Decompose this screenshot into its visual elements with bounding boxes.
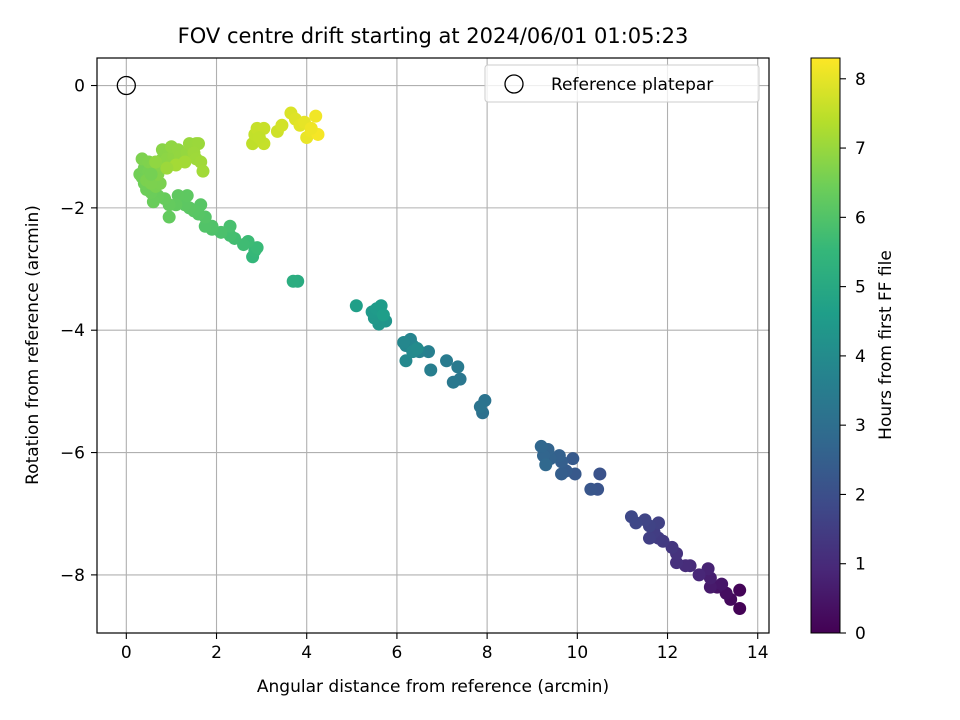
colorbar-tick-label: 8 — [855, 70, 866, 90]
colorbar-tick-label: 6 — [855, 208, 866, 228]
scatter-point — [376, 308, 390, 322]
colorbar-label: Hours from first FF file — [876, 250, 896, 440]
colorbar: 0 1 2 3 4 5 6 7 8 Hours from first FF file — [810, 57, 896, 644]
legend-box — [484, 64, 760, 103]
x-tick-label: 4 — [301, 643, 312, 663]
scatter-point — [304, 121, 318, 135]
y-tick-label: −4 — [60, 321, 85, 341]
legend-entry-label: Reference platepar — [551, 75, 713, 95]
colorbar-tick-label: 2 — [855, 485, 866, 505]
legend: Reference platepar — [484, 64, 760, 103]
reference-point-marker — [116, 75, 136, 96]
colorbar-tick-label: 3 — [855, 416, 866, 436]
chart-title: FOV centre drift starting at 2024/06/01 … — [178, 24, 689, 48]
colorbar-tick-label: 4 — [855, 347, 866, 367]
scatter-point — [149, 155, 163, 169]
scatter-point — [670, 556, 684, 570]
scatter-point — [534, 439, 548, 453]
scatter-point — [286, 274, 300, 288]
scatter-point — [198, 219, 212, 233]
scatter-point — [566, 452, 580, 466]
scatter-point — [733, 583, 747, 597]
colorbar-tick-label: 0 — [855, 624, 866, 644]
scatter-point — [715, 577, 729, 591]
colorbar-ticks: 0 1 2 3 4 5 6 7 8 — [840, 70, 866, 644]
x-tick-label: 12 — [657, 643, 679, 663]
scatter-point — [642, 531, 656, 545]
y-tick-label: −8 — [60, 566, 85, 586]
scatter-point — [309, 109, 323, 123]
scatter-point — [349, 299, 363, 313]
x-tick-label: 8 — [482, 643, 493, 663]
y-tick-label: −2 — [60, 199, 85, 219]
scatter-point — [539, 458, 553, 472]
scatter-point — [144, 176, 158, 190]
colorbar-tick-label: 7 — [855, 139, 866, 159]
scatter-point — [473, 400, 487, 414]
colorbar-gradient — [810, 57, 841, 634]
scatter-point — [180, 189, 194, 203]
legend-marker-open-circle — [504, 74, 524, 94]
scatter-point — [162, 210, 176, 224]
scatter-point — [555, 467, 569, 481]
scatter-point — [144, 167, 158, 181]
scatter-points — [116, 75, 747, 616]
x-tick-label: 14 — [747, 643, 769, 663]
x-tick-label: 0 — [121, 643, 132, 663]
scatter-point — [252, 131, 266, 145]
scatter-point — [196, 164, 210, 178]
y-axis-label: Rotation from reference (arcmin) — [23, 205, 43, 485]
scatter-point — [692, 568, 706, 582]
scatter-point — [584, 482, 598, 496]
scatter-point — [451, 360, 465, 374]
scatter-point — [440, 354, 454, 368]
plot-frame — [96, 57, 770, 634]
x-axis-label: Angular distance from reference (arcmin) — [257, 677, 609, 697]
scatter-point — [275, 118, 289, 132]
scatter-point — [397, 335, 411, 349]
grid-lines — [97, 58, 769, 633]
scatter-point — [410, 342, 424, 356]
scatter-point — [703, 580, 717, 594]
x-tick-label: 6 — [392, 643, 403, 663]
y-ticks: 0 −2 −4 −6 −8 — [60, 77, 97, 586]
y-tick-label: −6 — [60, 444, 85, 464]
colorbar-tick-label: 1 — [855, 555, 866, 575]
scatter-point — [424, 363, 438, 377]
scatter-point — [733, 602, 747, 616]
scatter-point — [399, 354, 413, 368]
x-ticks: 0 2 4 6 8 10 12 14 — [121, 633, 769, 663]
scatter-point — [160, 161, 174, 175]
scatter-point — [624, 510, 638, 524]
x-tick-label: 2 — [211, 643, 222, 663]
scatter-point — [593, 467, 607, 481]
y-tick-label: 0 — [74, 77, 85, 97]
scatter-point — [446, 375, 460, 389]
x-tick-label: 10 — [567, 643, 589, 663]
scatter-point — [421, 345, 435, 359]
colorbar-tick-label: 5 — [855, 278, 866, 298]
